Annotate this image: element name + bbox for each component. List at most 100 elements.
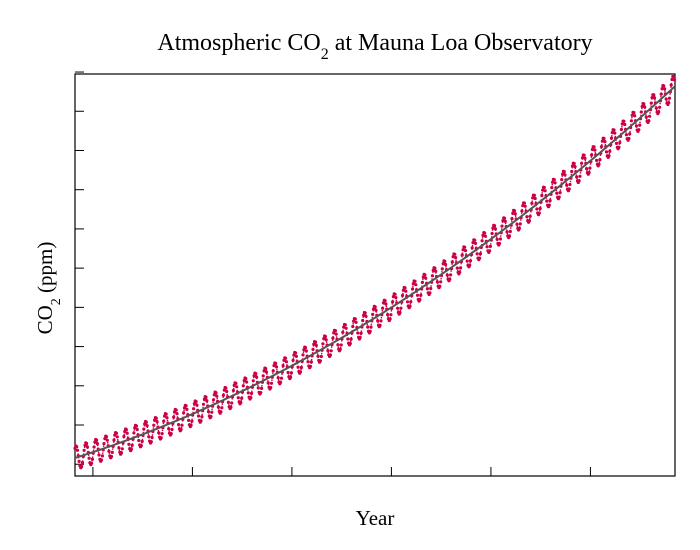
data-point <box>459 266 463 270</box>
data-point <box>652 93 656 97</box>
data-point <box>309 360 313 364</box>
data-point <box>419 293 423 297</box>
data-point <box>577 179 581 183</box>
data-point <box>149 440 153 444</box>
data-point <box>294 351 298 355</box>
data-point <box>104 435 109 439</box>
data-point <box>570 169 574 174</box>
data-point <box>284 360 288 364</box>
data-point <box>359 331 363 335</box>
data-point <box>185 407 189 411</box>
data-point <box>354 320 358 324</box>
data-point <box>206 410 211 414</box>
data-point <box>527 219 532 223</box>
data-point <box>470 246 474 250</box>
data-point <box>555 191 559 195</box>
data-point <box>150 435 154 440</box>
trend-line <box>74 85 676 459</box>
data-point <box>127 442 131 446</box>
data-point <box>296 365 300 369</box>
data-point <box>515 222 519 226</box>
data-point <box>80 460 85 465</box>
data-point <box>413 279 417 283</box>
data-point <box>95 442 99 446</box>
data-point <box>157 431 161 435</box>
data-point <box>623 122 627 127</box>
data-point <box>235 385 239 389</box>
data-point <box>508 229 512 234</box>
data-point <box>159 436 163 440</box>
data-point <box>167 427 171 431</box>
data-point <box>319 354 323 359</box>
data-point <box>271 369 275 373</box>
data-point <box>568 182 572 187</box>
data-point <box>245 380 249 384</box>
data-point <box>199 419 203 423</box>
data-point <box>643 105 647 109</box>
data-point <box>578 174 582 178</box>
data-point <box>289 375 293 379</box>
data-point <box>204 395 208 399</box>
data-point <box>318 359 322 363</box>
data-point <box>473 238 477 242</box>
data-point <box>448 277 452 281</box>
data-point <box>289 371 293 375</box>
data-point <box>99 458 104 462</box>
data-point <box>140 439 144 443</box>
data-point <box>328 353 332 357</box>
data-point <box>152 423 156 427</box>
data-point <box>629 119 634 123</box>
data-point <box>411 282 415 286</box>
data-point <box>439 280 443 284</box>
data-point <box>598 158 602 162</box>
data-point <box>154 416 158 420</box>
data-point <box>403 286 407 290</box>
data-point <box>565 183 569 187</box>
data-point <box>493 224 497 228</box>
data-point <box>444 262 448 267</box>
data-point <box>587 171 591 175</box>
data-point <box>229 405 233 409</box>
data-point <box>570 164 575 168</box>
data-point <box>585 167 589 171</box>
data-point <box>221 393 225 397</box>
data-point <box>525 215 529 219</box>
data-point <box>260 386 264 390</box>
data-point <box>481 233 485 237</box>
data-point <box>286 370 290 375</box>
data-point <box>575 175 579 179</box>
data-point <box>311 347 315 351</box>
data-point <box>190 419 194 423</box>
data-point <box>400 293 405 298</box>
data-point <box>409 300 413 304</box>
data-point <box>209 414 213 419</box>
data-point <box>658 105 662 109</box>
data-point <box>511 211 515 215</box>
data-point <box>592 145 596 149</box>
data-point <box>342 325 346 329</box>
data-point <box>82 448 86 452</box>
data-point <box>182 411 186 415</box>
data-point <box>653 96 657 100</box>
data-point <box>507 234 512 238</box>
data-point <box>244 377 248 381</box>
data-point <box>396 306 400 310</box>
data-point <box>388 317 392 321</box>
data-point <box>256 386 260 390</box>
data-point <box>599 145 604 149</box>
data-point <box>458 270 462 274</box>
data-point <box>588 166 592 170</box>
data-point <box>654 106 658 110</box>
data-point <box>189 423 193 427</box>
data-point <box>324 338 328 342</box>
data-point <box>279 376 284 380</box>
data-point <box>667 101 671 105</box>
data-point <box>440 267 444 271</box>
data-point <box>650 96 654 100</box>
data-point <box>460 253 464 257</box>
data-point <box>512 209 517 213</box>
data-point <box>510 217 514 221</box>
data-point <box>85 445 89 449</box>
data-point <box>109 454 114 459</box>
data-point <box>414 283 418 287</box>
